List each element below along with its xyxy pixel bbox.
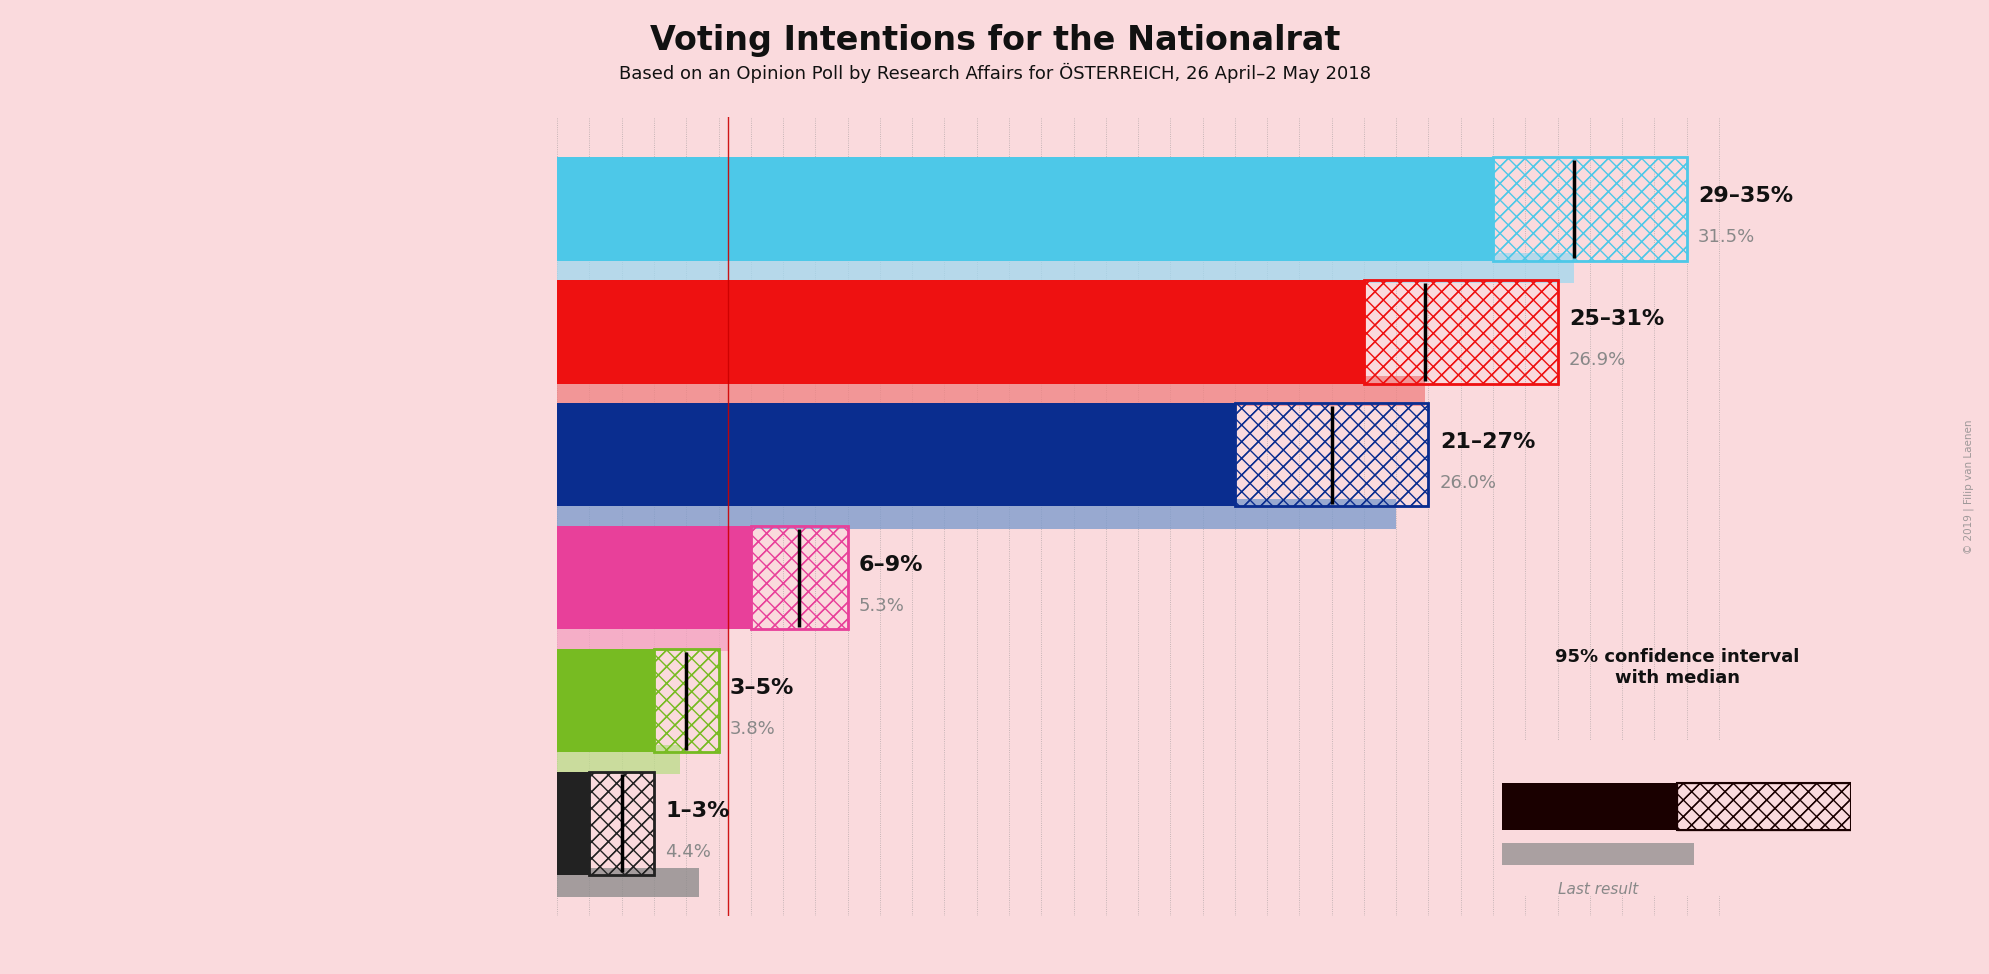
- Bar: [654, 649, 718, 752]
- Bar: [589, 771, 654, 875]
- Bar: [654, 649, 718, 752]
- Bar: [750, 526, 847, 629]
- Bar: [589, 771, 654, 875]
- Bar: [1362, 281, 1557, 384]
- Text: Based on an Opinion Poll by Research Affairs for ÖSTERREICH, 26 April–2 May 2018: Based on an Opinion Poll by Research Aff…: [619, 63, 1370, 84]
- Bar: [589, 771, 654, 875]
- Text: 4.4%: 4.4%: [664, 843, 710, 861]
- Bar: [1362, 281, 1557, 384]
- Text: 1–3%: 1–3%: [664, 801, 730, 820]
- Bar: [1235, 403, 1428, 506]
- Text: 26.9%: 26.9%: [1567, 352, 1625, 369]
- Text: 3–5%: 3–5%: [730, 678, 794, 697]
- Bar: [750, 526, 847, 629]
- Bar: [1492, 158, 1687, 261]
- Text: 31.5%: 31.5%: [1697, 229, 1754, 246]
- Text: Last result: Last result: [1557, 882, 1637, 897]
- Bar: [1492, 158, 1687, 261]
- Bar: [654, 649, 718, 752]
- Bar: [1675, 783, 1850, 830]
- Text: 25–31%: 25–31%: [1567, 309, 1663, 329]
- Text: 29–35%: 29–35%: [1697, 186, 1792, 206]
- Text: Voting Intentions for the Nationalrat: Voting Intentions for the Nationalrat: [650, 24, 1339, 57]
- Text: 26.0%: 26.0%: [1440, 474, 1496, 492]
- Bar: [1235, 403, 1428, 506]
- Text: 5.3%: 5.3%: [859, 597, 905, 615]
- Bar: [1362, 281, 1557, 384]
- Text: © 2019 | Filip van Laenen: © 2019 | Filip van Laenen: [1963, 420, 1973, 554]
- Bar: [1675, 783, 1850, 830]
- Text: 3.8%: 3.8%: [730, 720, 776, 738]
- Bar: [1235, 403, 1428, 506]
- Text: 21–27%: 21–27%: [1440, 431, 1534, 452]
- Bar: [1492, 158, 1687, 261]
- Text: 6–9%: 6–9%: [859, 555, 923, 575]
- Bar: [1675, 783, 1850, 830]
- Text: 95% confidence interval
with median: 95% confidence interval with median: [1555, 648, 1798, 687]
- Bar: [750, 526, 847, 629]
